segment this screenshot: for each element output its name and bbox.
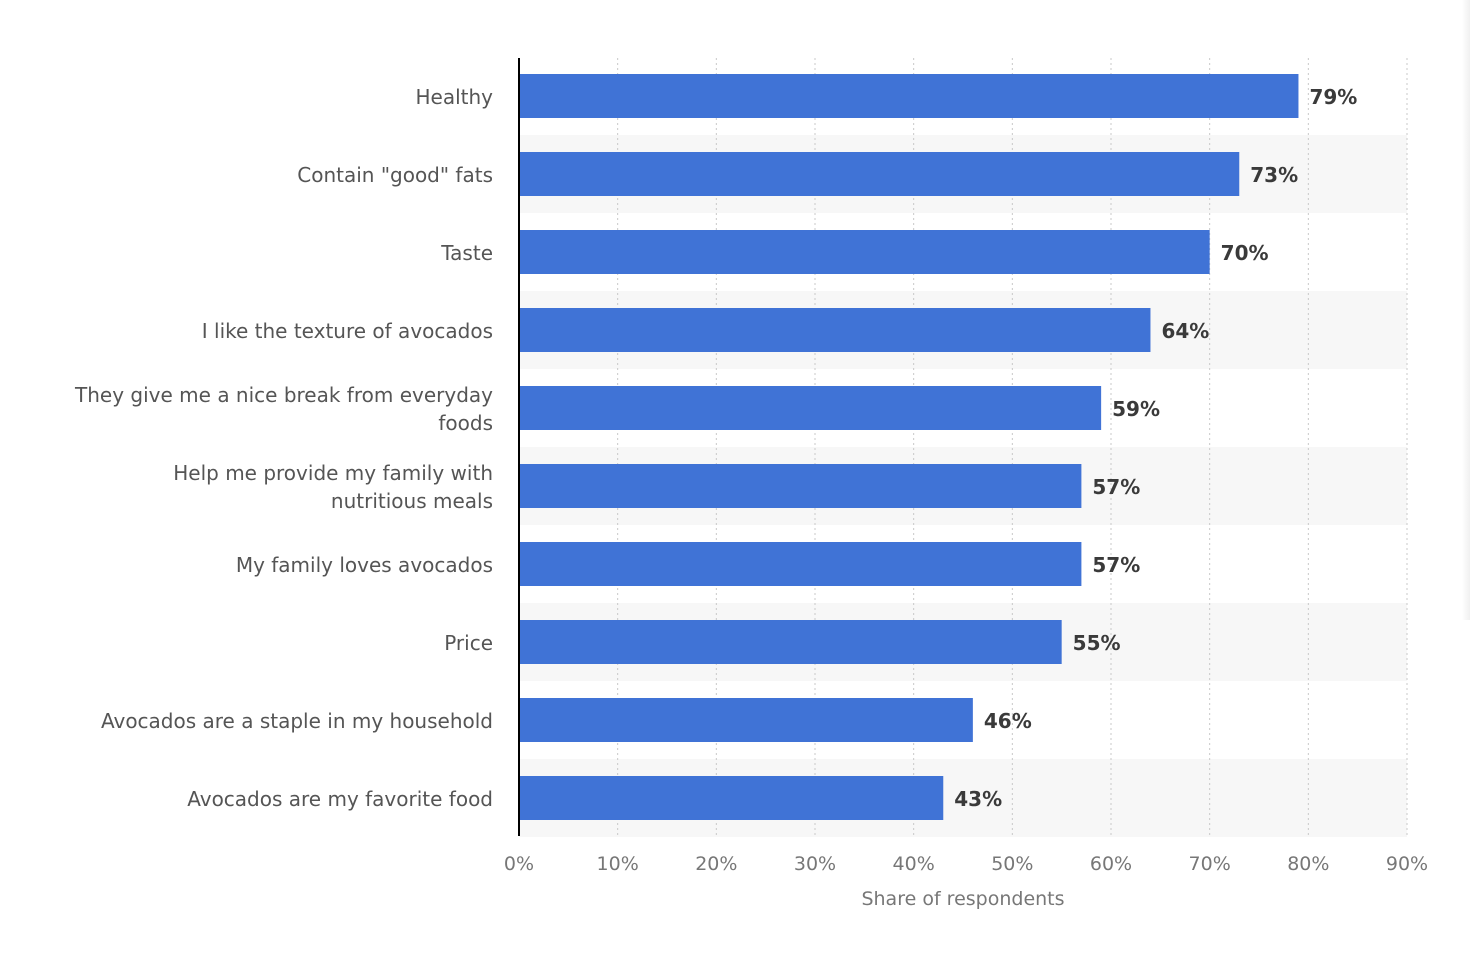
data-label: 73% [1250, 163, 1298, 187]
data-label: 70% [1221, 241, 1269, 265]
category-label: I like the texture of avocados [202, 319, 493, 343]
bar [519, 776, 944, 820]
x-tick-label: 70% [1189, 853, 1231, 875]
bar [519, 74, 1299, 118]
category-label: Contain "good" fats [297, 163, 493, 187]
data-label: 64% [1161, 319, 1209, 343]
x-tick-label: 0% [504, 853, 534, 875]
bar [519, 620, 1062, 664]
data-label: 46% [984, 709, 1032, 733]
category-label: Help me provide my family with nutritious… [173, 461, 493, 513]
x-tick-label: 90% [1386, 853, 1428, 875]
x-tick-label: 50% [991, 853, 1033, 875]
page-edge-shadow [1462, 0, 1470, 620]
bar [519, 698, 973, 742]
category-label: My family loves avocados [236, 553, 493, 577]
category-label-line: Healthy [415, 85, 493, 109]
category-label-line: Contain "good" fats [297, 163, 493, 187]
x-tick-label: 10% [597, 853, 639, 875]
data-label: 57% [1092, 475, 1140, 499]
x-tick-label: 20% [695, 853, 737, 875]
data-label: 79% [1309, 85, 1357, 109]
category-label: Avocados are my favorite food [187, 787, 493, 811]
category-label-line: nutritious meals [331, 489, 493, 513]
category-label-line: Avocados are a staple in my household [101, 709, 493, 733]
data-label: 43% [954, 787, 1002, 811]
x-tick-label: 30% [794, 853, 836, 875]
data-label: 55% [1073, 631, 1121, 655]
category-label-line: Avocados are my favorite food [187, 787, 493, 811]
category-label: Taste [440, 241, 493, 265]
category-label: Price [444, 631, 493, 655]
category-label-line: They give me a nice break from everyday [74, 383, 493, 407]
category-label-line: foods [438, 411, 493, 435]
bar [519, 464, 1082, 508]
category-label-line: Price [444, 631, 493, 655]
category-label: Healthy [415, 85, 493, 109]
bar [519, 152, 1240, 196]
bar [519, 230, 1210, 274]
data-label: 57% [1092, 553, 1140, 577]
category-label: Avocados are a staple in my household [101, 709, 493, 733]
category-label-line: Help me provide my family with [173, 461, 493, 485]
category-label: They give me a nice break from everyday f… [74, 383, 493, 435]
x-axis-title: Share of respondents [861, 888, 1064, 910]
x-tick-label: 40% [893, 853, 935, 875]
data-label: 59% [1112, 397, 1160, 421]
category-label-line: Taste [440, 241, 493, 265]
bar [519, 308, 1151, 352]
category-label-line: My family loves avocados [236, 553, 493, 577]
x-tick-label: 80% [1287, 853, 1329, 875]
bar [519, 386, 1102, 430]
x-tick-label: 60% [1090, 853, 1132, 875]
category-label-line: I like the texture of avocados [202, 319, 493, 343]
bar [519, 542, 1082, 586]
